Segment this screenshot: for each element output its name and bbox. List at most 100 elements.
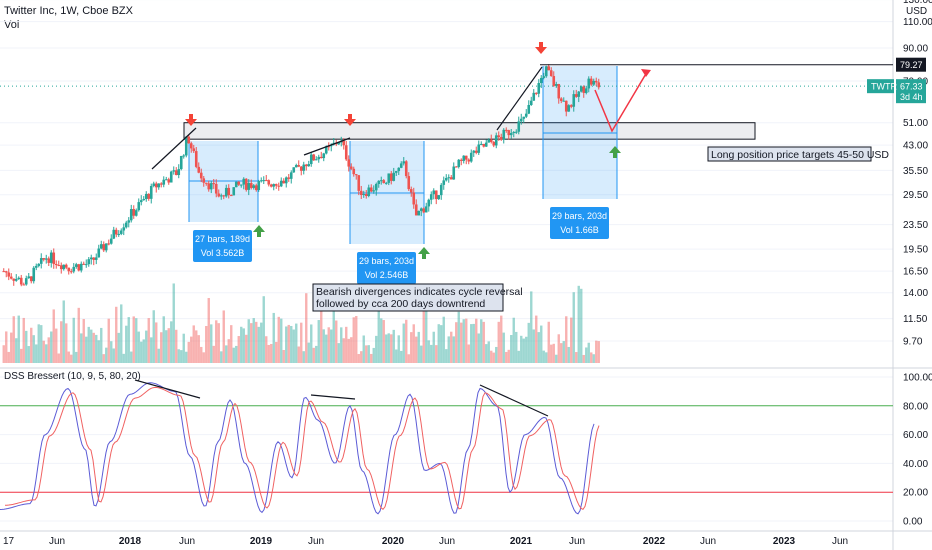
candle-body [244,178,248,190]
candle-body [432,190,436,195]
indicator-tick-label: 20.00 [903,488,928,499]
volume-bar [60,321,63,363]
candle-body [82,263,86,265]
candle-body [84,264,88,266]
price-tick-label: 43.00 [903,141,928,152]
candle-body [322,153,326,159]
candle-body [387,173,391,183]
candle-body [29,276,33,282]
volume-bar [447,336,450,363]
candle-body [67,267,71,272]
candle-body [144,193,148,200]
volume-bar [437,324,440,363]
price-tick-label: 110.00 [903,17,932,28]
volume-bar [240,326,243,363]
candle-body [559,98,563,101]
candle-body [224,187,228,197]
volume-bar [435,345,438,363]
candle-body [574,94,578,97]
resistance-zone-box[interactable] [183,122,756,140]
divergence-line[interactable] [303,137,351,156]
volume-bar [92,332,95,363]
volume-bar [552,343,555,363]
volume-bar [325,334,328,363]
candle-body [287,177,291,179]
candle-body [199,172,203,179]
volume-bar [327,327,330,363]
volume-bar [157,348,160,363]
time-tick-label: Jun [832,536,848,547]
volume-bar [365,345,368,363]
resistance-zone[interactable] [183,122,756,140]
price-tick-label: 29.50 [903,190,928,201]
volume-bar [317,320,320,363]
volume-bar [570,317,573,363]
candle-body [424,206,428,213]
time-tick-label: Jun [308,536,324,547]
candle-body [269,184,273,187]
volume-bar [192,325,195,363]
cycle1-badge-line: 27 bars, 189d [195,234,250,244]
candle-body [192,148,196,152]
candle-body [364,194,368,197]
candle-body [59,265,63,270]
divergence-note-box[interactable] [312,283,504,312]
candle-body [487,139,491,143]
candle-body [372,190,376,192]
candle-body [54,264,58,266]
volume-bar [457,311,460,363]
volume-bar [137,331,140,363]
candle-body [554,84,558,86]
cycle3-badge[interactable] [550,207,609,239]
divergence-line[interactable] [496,66,543,131]
candle-body [169,171,173,183]
volume-bar [97,340,100,363]
volume-bar [15,338,18,363]
volume-bar [17,315,20,363]
volume-bar [592,354,595,363]
volume-bar [12,316,15,363]
candle-body [127,220,131,223]
target-note-box[interactable] [707,146,872,162]
candle-body [304,164,308,167]
candle-body [14,279,18,281]
candle-body [37,263,41,266]
candle-body [509,132,513,136]
indicator-title: DSS Bressert (10, 9, 5, 80, 20) [4,371,141,382]
cycle1-badge[interactable] [193,230,252,262]
volume-bar [355,316,358,363]
volume-bar [40,325,43,363]
candle-body [272,184,276,187]
volume-bar [375,335,378,363]
volume-bar [232,347,235,363]
cycle2-badge[interactable] [357,252,416,284]
candle-body [17,277,21,280]
volume-bar [265,336,268,363]
cycle3-badge-line: Vol 1.66B [560,225,599,235]
divergence-line[interactable] [151,127,197,170]
candle-body [124,222,128,228]
volume-bar [512,317,515,363]
candle-body [87,259,91,265]
volume-bar [200,346,203,363]
volume-bar [465,318,468,363]
candle-body [369,187,373,192]
candle-body [399,163,403,168]
candle-body [342,140,346,146]
volume-bar [540,325,543,363]
volume-bar [67,351,70,363]
volume-bars [2,283,600,363]
candle-body [109,238,113,244]
volume-bar [220,351,223,363]
divergence-note-line1: Bearish divergences indicates cycle reve… [316,286,523,298]
trend-drawings[interactable] [0,42,893,259]
candle-body [227,187,231,196]
volume-bar [185,351,188,363]
volume-bar [350,337,353,363]
volume-bar [395,349,398,363]
candle-body [222,195,226,197]
projection-path[interactable] [594,71,648,133]
candle-body [254,185,258,191]
volume-bar [217,323,220,363]
